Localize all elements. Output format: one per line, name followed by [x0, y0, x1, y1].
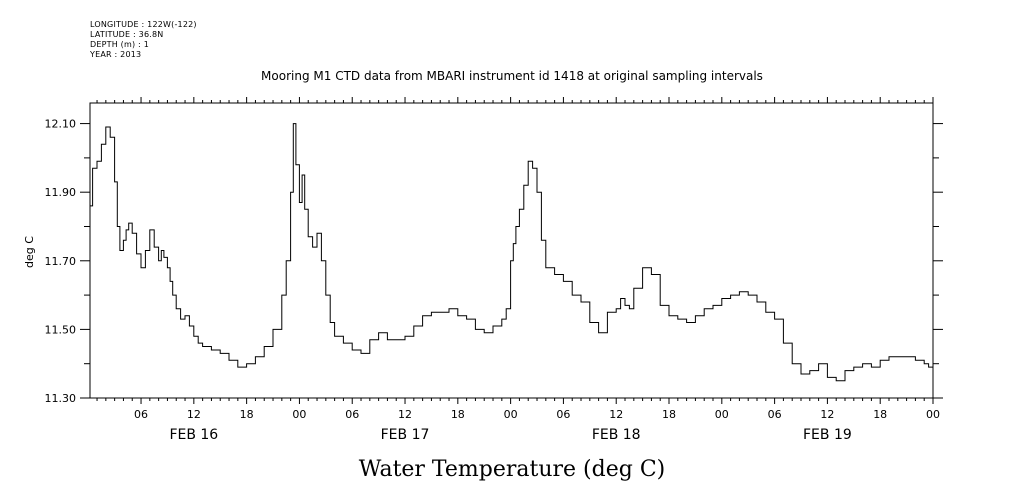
x-tick-label: 12 — [187, 408, 201, 421]
x-day-label: FEB 19 — [803, 427, 852, 443]
plot-frame — [89, 102, 934, 399]
x-tick-label: 12 — [398, 408, 412, 421]
temperature-series-line — [90, 123, 933, 382]
year-text: YEAR : 2013 — [90, 50, 142, 59]
y-tick-label: 11.70 — [45, 255, 77, 268]
x-tick-label: 00 — [926, 408, 940, 421]
x-tick-label: 00 — [504, 408, 518, 421]
y-tick-label: 11.50 — [45, 323, 77, 336]
latitude-text: LATITUDE : 36.8N — [90, 30, 164, 39]
x-tick-label: 06 — [556, 408, 570, 421]
metadata-block: LONGITUDE : 122W(-122) LATITUDE : 36.8N … — [90, 20, 197, 60]
x-tick-label: 18 — [873, 408, 887, 421]
variable-label: Water Temperature (deg C) — [359, 457, 666, 482]
y-axis-label: deg C — [23, 236, 36, 268]
chart-title: Mooring M1 CTD data from MBARI instrumen… — [261, 69, 763, 83]
x-day-label: FEB 16 — [169, 427, 218, 443]
x-tick-label: 06 — [345, 408, 359, 421]
x-day-label: FEB 18 — [592, 427, 641, 443]
x-day-labels: FEB 16 FEB 17 FEB 18 FEB 19 — [169, 427, 851, 443]
x-tick-label: 00 — [715, 408, 729, 421]
x-tick-label: 18 — [662, 408, 676, 421]
x-tick-label: 00 — [292, 408, 306, 421]
x-day-label: FEB 17 — [381, 427, 430, 443]
y-tick-label: 12.10 — [45, 118, 77, 131]
x-tick-labels: 06 12 18 00 06 12 18 00 06 12 18 00 06 12 18 00 — [134, 408, 940, 421]
x-tick-label: 12 — [609, 408, 623, 421]
depth-text: DEPTH (m) : 1 — [90, 40, 149, 49]
x-tick-label: 06 — [768, 408, 782, 421]
axis-ticks — [80, 97, 943, 404]
x-tick-label: 18 — [240, 408, 254, 421]
y-tick-label: 11.90 — [45, 186, 77, 199]
y-tick-labels: 11.30 11.50 11.70 11.90 12.10 — [45, 118, 77, 405]
longitude-text: LONGITUDE : 122W(-122) — [90, 20, 197, 29]
y-tick-label: 11.30 — [45, 392, 77, 405]
x-tick-label: 12 — [820, 408, 834, 421]
x-tick-label: 18 — [451, 408, 465, 421]
x-tick-label: 06 — [134, 408, 148, 421]
